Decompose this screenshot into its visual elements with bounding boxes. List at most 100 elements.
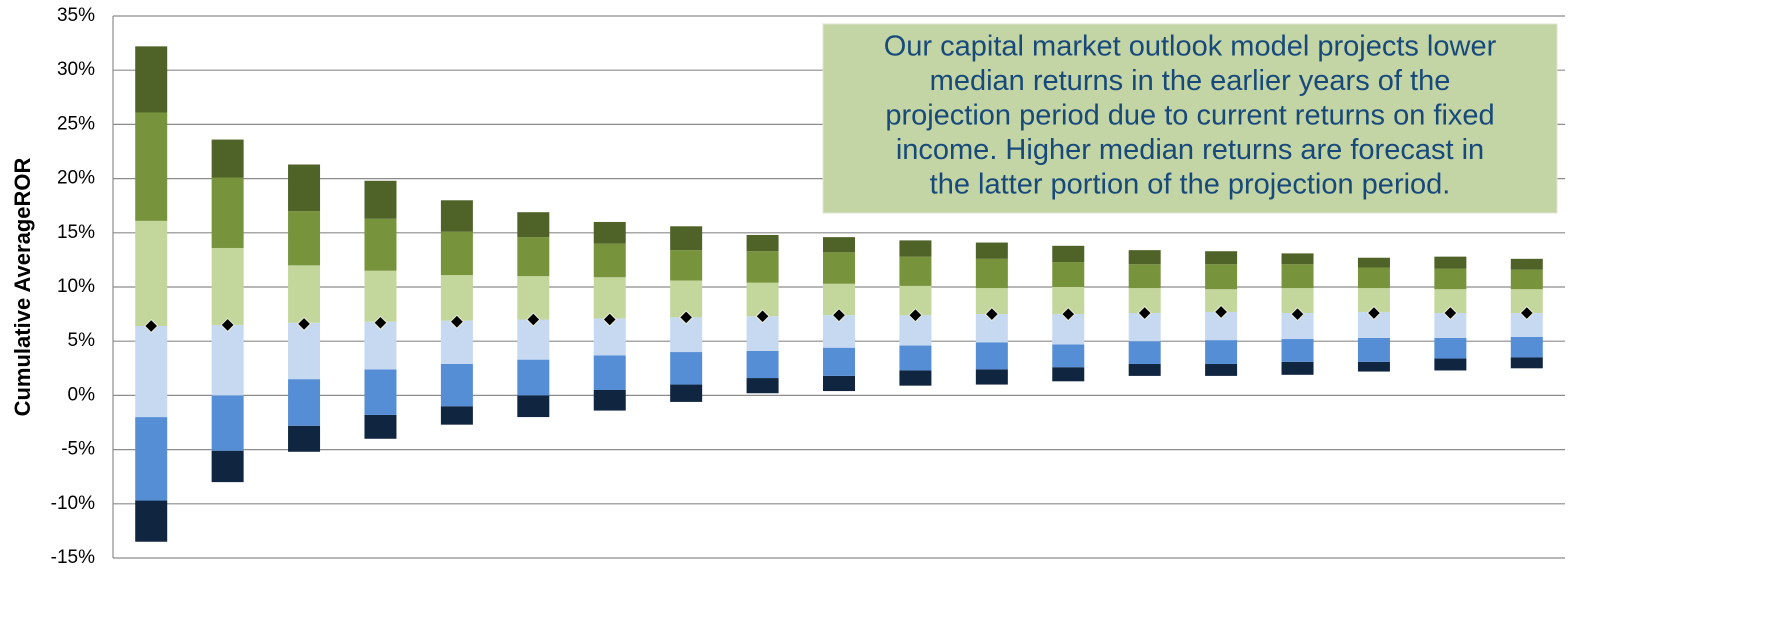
bar-segment	[1052, 344, 1085, 368]
bar-segment	[1510, 336, 1543, 358]
bar-segment	[288, 379, 321, 426]
y-tick-label: 35%	[57, 5, 95, 26]
bar-segment	[975, 369, 1008, 385]
median-marker	[1443, 305, 1458, 321]
bar-segment	[593, 243, 626, 278]
bar-segment	[1510, 258, 1543, 270]
median-marker	[526, 312, 541, 327]
bar-segment	[593, 221, 626, 244]
median-marker	[678, 310, 694, 325]
bar-segment	[440, 200, 473, 232]
annotation-text: the latter portion of the projection per…	[930, 169, 1451, 201]
y-tick-label: -10%	[51, 493, 95, 514]
bar-segment	[593, 355, 626, 390]
bar-segment	[1510, 313, 1543, 337]
bar-segment	[1205, 251, 1238, 265]
bar-segment	[1510, 357, 1543, 369]
bar-segment	[593, 389, 626, 411]
bar-segment	[746, 350, 779, 379]
bar-segment	[1434, 256, 1467, 269]
bar-segment	[746, 378, 779, 394]
bar-segment	[1434, 289, 1467, 314]
bar-segment	[1357, 257, 1390, 268]
bar-segment	[135, 326, 168, 418]
bar-segment	[517, 237, 550, 277]
bar-segment	[364, 414, 397, 439]
median-marker	[144, 318, 159, 334]
bar-segment	[364, 180, 397, 219]
bar-segment	[1205, 363, 1238, 376]
bar-segment	[1052, 262, 1085, 287]
bar-segment	[1281, 264, 1314, 289]
bar-segment	[211, 247, 244, 325]
bar-segment	[975, 342, 1008, 370]
median-marker	[831, 307, 847, 323]
bar-segment	[517, 212, 550, 238]
bar-segment	[899, 370, 932, 386]
median-marker	[602, 312, 617, 327]
bar-segment	[1434, 337, 1467, 359]
bar-segment	[211, 450, 244, 483]
annotation-box	[822, 23, 1558, 214]
bar-segment	[517, 359, 550, 396]
median-marker	[1366, 305, 1382, 321]
bar-segment	[135, 112, 168, 221]
bar-segment	[746, 251, 779, 283]
median-marker	[1213, 304, 1229, 320]
y-tick-label: -5%	[61, 439, 95, 460]
bar-segment	[135, 220, 168, 327]
bar-segment	[440, 406, 473, 425]
y-axis-label: Cumulative AverageROR	[10, 157, 35, 416]
annotation-text: income. Higher median returns are foreca…	[896, 134, 1484, 166]
median-marker	[296, 316, 312, 332]
bar-segment	[593, 277, 626, 319]
bar-segment	[1281, 253, 1314, 265]
bar-segment	[1510, 269, 1543, 290]
bar-segment	[1052, 367, 1085, 382]
bar-segment	[1205, 264, 1238, 290]
bar-segment	[670, 250, 703, 281]
bar-segment	[1128, 341, 1161, 364]
bar-segment	[211, 324, 244, 396]
y-tick-label: 30%	[57, 59, 95, 80]
bar-segment	[670, 352, 703, 385]
bar-segment	[517, 395, 550, 418]
bar-segment	[440, 363, 473, 407]
median-marker	[1061, 306, 1076, 322]
y-tick-label: 15%	[57, 222, 95, 243]
bar-segment	[211, 395, 244, 451]
bar-segment	[823, 237, 855, 253]
bar-segment	[1510, 289, 1543, 314]
bar-segment	[440, 275, 473, 321]
bar-segment	[135, 46, 168, 113]
bar-segment	[1205, 289, 1238, 312]
bar-segment	[975, 258, 1008, 289]
bar-segment	[1128, 363, 1161, 376]
bar-segment	[364, 270, 397, 322]
median-marker	[1290, 306, 1305, 322]
bar-segment	[1281, 339, 1314, 362]
median-marker	[755, 309, 770, 324]
y-tick-label: 10%	[57, 276, 95, 297]
median-marker	[1137, 305, 1152, 321]
y-tick-label: 20%	[57, 168, 95, 189]
median-marker	[449, 314, 465, 329]
annotation-text: median returns in the earlier years of t…	[930, 65, 1451, 97]
y-tick-label: 5%	[68, 330, 96, 351]
bar-segment	[364, 369, 397, 415]
bar-segment	[1128, 264, 1161, 289]
bar-segment	[823, 347, 855, 376]
bar-segment	[1281, 361, 1314, 375]
bar-segment	[288, 164, 321, 212]
bar-segment	[211, 177, 244, 248]
bar-segment	[1128, 250, 1161, 265]
bar-segment	[1357, 337, 1390, 362]
annotation-text: projection period due to current returns…	[885, 100, 1494, 132]
median-marker	[220, 317, 235, 333]
bar-segment	[899, 345, 932, 371]
bar-segment	[1357, 361, 1390, 372]
bar-segment	[440, 231, 473, 276]
bar-segment	[1434, 268, 1467, 290]
bar-segment	[1357, 267, 1390, 289]
